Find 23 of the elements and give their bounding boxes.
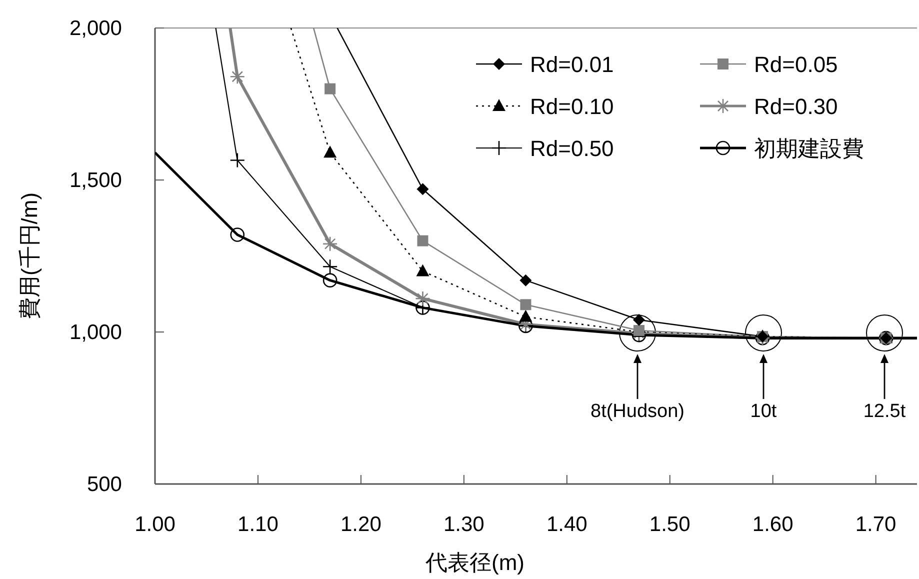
x-tick-label: 1.40 xyxy=(546,513,588,536)
legend-label: Rd=0.05 xyxy=(754,52,838,77)
x-tick-label: 1.10 xyxy=(238,513,278,536)
x-tick-label: 1.70 xyxy=(855,513,896,536)
x-tick-label: 1.60 xyxy=(752,513,794,536)
y-tick-label: 1,500 xyxy=(69,169,122,192)
x-tick-label: 1.30 xyxy=(443,513,484,536)
x-tick-label: 1.20 xyxy=(340,513,382,536)
x-axis-title: 代表径(m) xyxy=(424,550,524,575)
legend-label: Rd=0.01 xyxy=(530,52,614,77)
y-axis-title: 費用(千円/m) xyxy=(17,192,42,320)
legend-label: 初期建設費 xyxy=(754,136,864,161)
legend-label: Rd=0.10 xyxy=(530,94,614,119)
legend-label: Rd=0.30 xyxy=(754,94,838,119)
x-tick-label: 1.50 xyxy=(649,513,690,536)
legend-label: Rd=0.50 xyxy=(530,136,614,161)
x-tick-label: 1.00 xyxy=(134,513,176,536)
y-tick-label: 500 xyxy=(86,473,122,496)
annotation: 8t(Hudson) xyxy=(590,401,684,422)
y-tick-label: 2,000 xyxy=(69,17,122,40)
annotation: 12.5t xyxy=(863,401,906,422)
y-tick-label: 1,000 xyxy=(69,321,122,344)
annotation: 10t xyxy=(750,401,778,422)
